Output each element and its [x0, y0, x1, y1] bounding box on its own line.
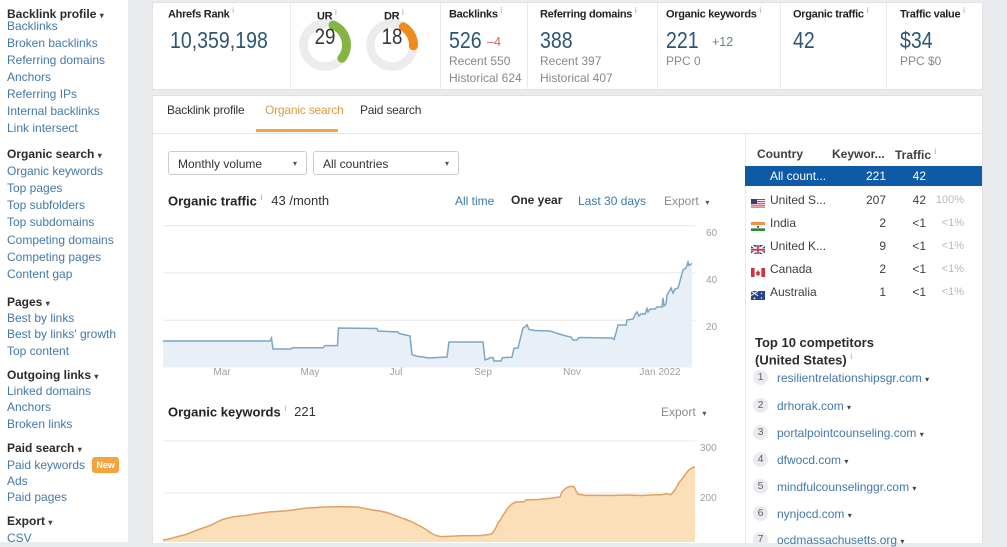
svg-text:300: 300 [700, 443, 717, 454]
svg-text:20: 20 [706, 322, 718, 333]
svg-text:200: 200 [700, 493, 717, 504]
svg-text:Jan 2022: Jan 2022 [639, 367, 681, 378]
svg-text:60: 60 [706, 228, 718, 239]
svg-text:Nov: Nov [563, 367, 581, 378]
svg-text:Jul: Jul [390, 367, 403, 378]
svg-text:May: May [301, 367, 320, 378]
svg-text:Sep: Sep [474, 367, 492, 378]
svg-text:Mar: Mar [213, 367, 231, 378]
svg-text:40: 40 [706, 275, 718, 286]
